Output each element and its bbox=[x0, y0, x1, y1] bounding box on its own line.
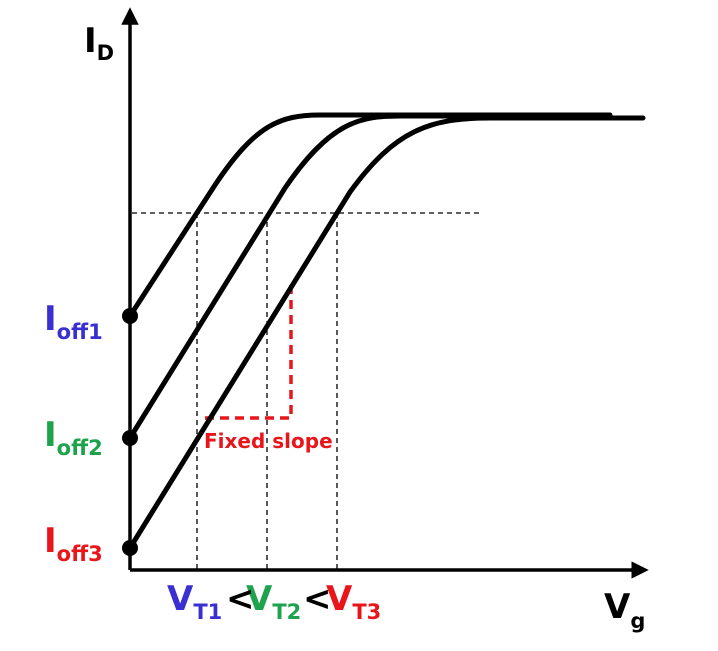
x-label-main: V bbox=[604, 587, 631, 627]
vt-label-sub: T1 bbox=[193, 600, 222, 624]
y-label-sub: D bbox=[97, 41, 114, 65]
ioff-label: Ioff3 bbox=[44, 521, 103, 566]
x-label-sub: g bbox=[630, 609, 645, 633]
curve-3 bbox=[127, 115, 646, 551]
ioff-label: Ioff2 bbox=[44, 415, 103, 460]
separator: < bbox=[226, 579, 255, 619]
vt-label: VT2 bbox=[246, 579, 301, 624]
ioff-label-main: I bbox=[44, 415, 57, 455]
ioff-label-sub: off1 bbox=[57, 320, 103, 344]
vt-label-main: V bbox=[246, 579, 273, 619]
dot bbox=[122, 540, 138, 556]
annotation: Fixed slope bbox=[204, 429, 333, 453]
y-label-main: I bbox=[84, 21, 97, 61]
ioff-label-sub: off3 bbox=[57, 542, 103, 566]
ioff-label-sub: off2 bbox=[57, 436, 103, 460]
ioff-label-main: I bbox=[44, 299, 57, 339]
guides bbox=[132, 212, 483, 570]
y-label: ID bbox=[84, 21, 114, 65]
separator: < bbox=[303, 579, 332, 619]
curve-1 bbox=[127, 112, 613, 319]
vt-label: VT3 bbox=[326, 579, 381, 624]
vt-label-main: V bbox=[326, 579, 353, 619]
dot bbox=[122, 430, 138, 446]
x-label: Vg bbox=[604, 587, 645, 633]
vt-label-sub: T3 bbox=[352, 600, 381, 624]
vt-label-sub: T2 bbox=[272, 600, 301, 624]
ioff-label-main: I bbox=[44, 521, 57, 561]
dot bbox=[122, 308, 138, 324]
curve-2 bbox=[127, 113, 593, 441]
vt-label-main: V bbox=[167, 579, 194, 619]
vt-label: VT1 bbox=[167, 579, 222, 624]
ioff-label: Ioff1 bbox=[44, 299, 103, 344]
curves bbox=[127, 112, 646, 551]
